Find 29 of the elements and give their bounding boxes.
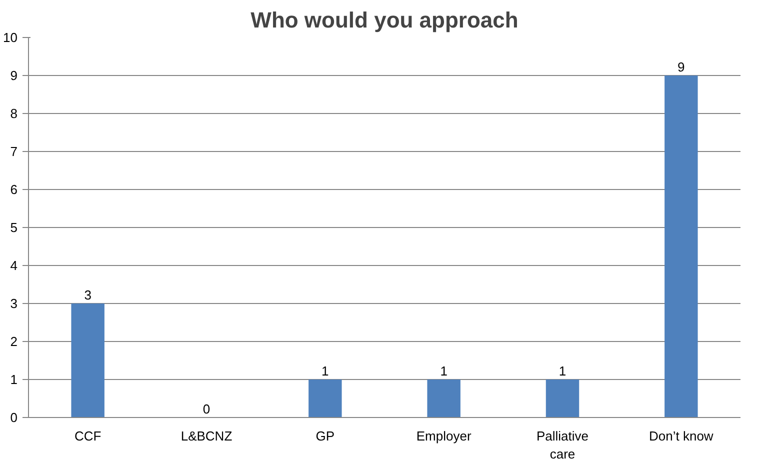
y-tick-label: 8 [10,106,18,121]
x-tick-label: CCF [74,428,102,444]
x-tick-label: GP [316,428,335,444]
bar [308,380,342,418]
data-label: 1 [322,364,329,378]
data-label: 1 [558,364,566,378]
y-tick-label: 6 [10,182,18,197]
y-tick-label: 4 [10,258,18,273]
data-label: 0 [202,402,210,416]
data-label: 3 [84,288,92,302]
x-tick-label: L&BCNZ [180,428,232,444]
y-tick-label: 1 [10,372,18,387]
bar [71,304,104,418]
y-tick-label: 2 [10,334,18,349]
bar [664,76,698,418]
bar [427,380,460,418]
data-label: 9 [678,60,685,74]
x-tick-label: Palliative care [536,428,589,462]
data-label: 1 [440,364,448,378]
y-tick-label: 0 [10,410,18,425]
bar [546,380,580,418]
x-tick-label: Employer [416,428,472,444]
y-tick-label: 10 [3,30,18,45]
chart-title: Who would you approach [250,8,518,32]
y-tick-label: 9 [10,68,18,83]
y-tick-label: 5 [10,220,18,235]
y-tick-label: 3 [10,296,18,311]
y-tick-label: 7 [10,144,18,159]
x-tick-label: Don’t know [649,428,714,444]
